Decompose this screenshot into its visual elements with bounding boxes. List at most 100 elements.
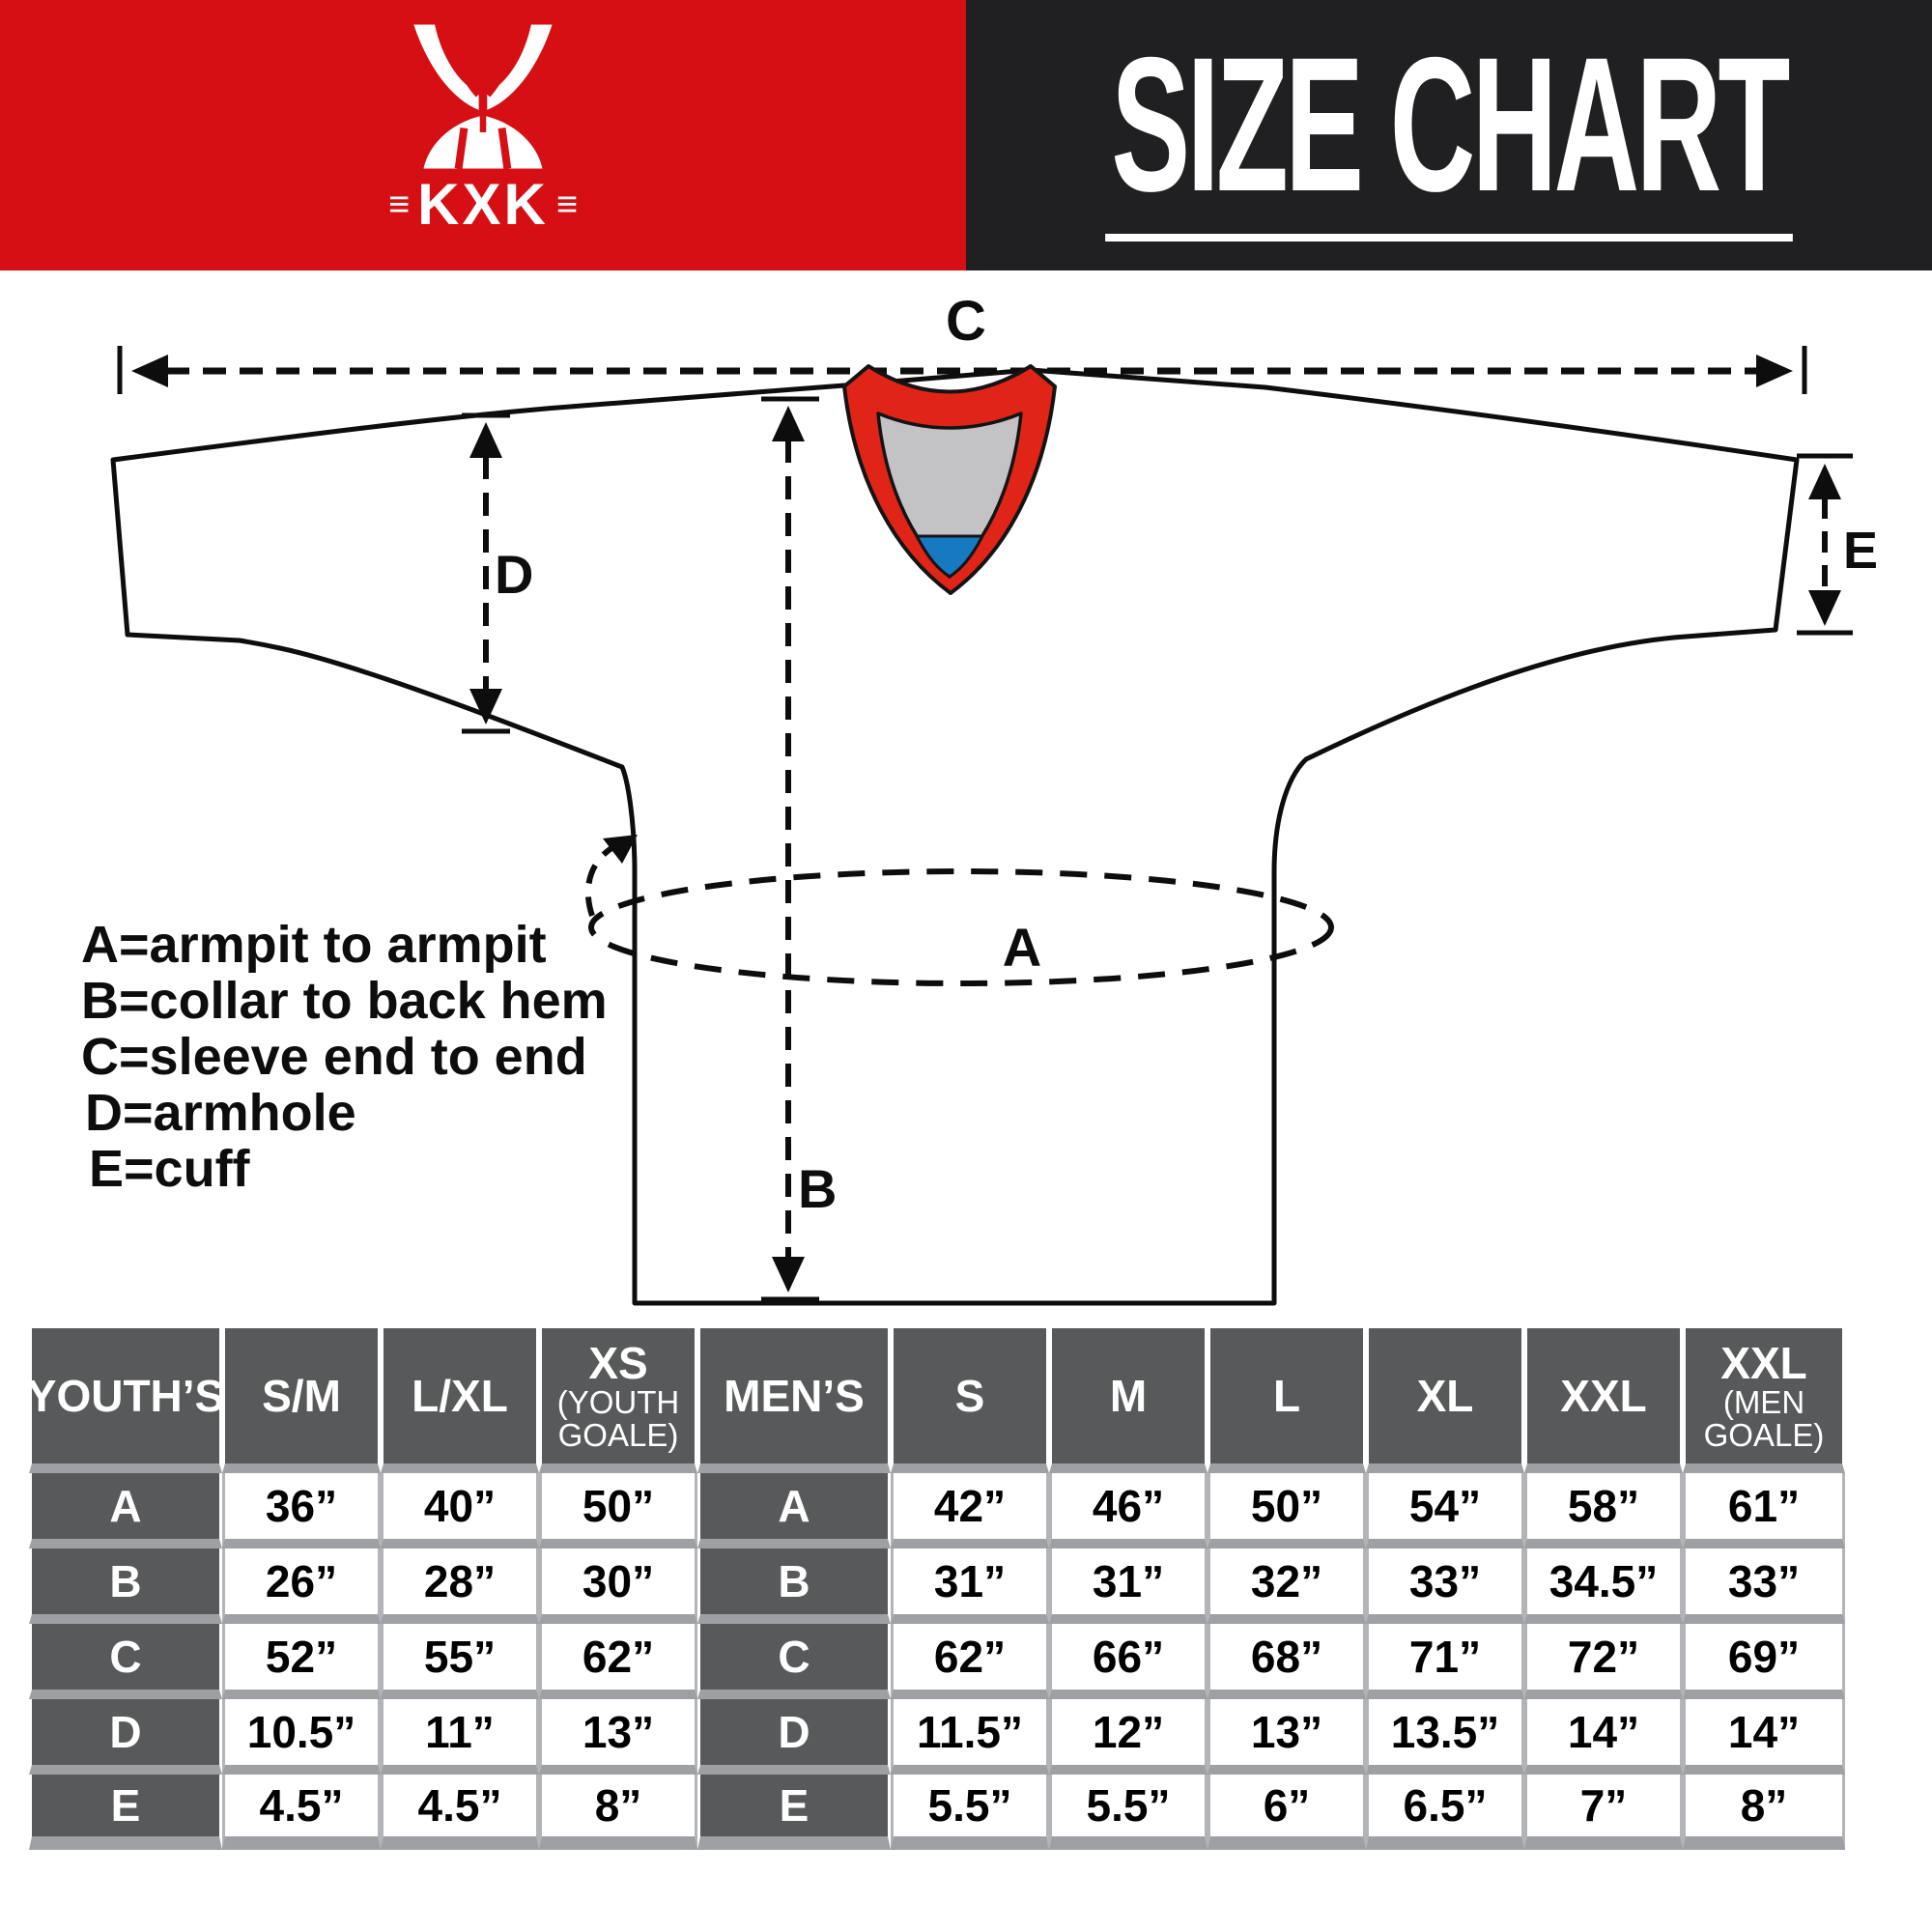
men-value: 32” <box>1208 1548 1366 1624</box>
measure-label-b: B <box>798 1158 837 1219</box>
youth-col-sm: S/M <box>222 1328 381 1473</box>
men-col-s: S <box>891 1328 1049 1473</box>
youth-col-xs-goale: XS (YOUTH GOALE) <box>539 1328 697 1473</box>
legend-line-a: A=armpit to armpit <box>81 916 547 974</box>
title-underline: SIZE CHART <box>1105 29 1793 242</box>
c-left-arrowhead-icon <box>131 355 168 387</box>
men-value: 12” <box>1049 1699 1208 1775</box>
men-value: 34.5” <box>1524 1548 1683 1624</box>
a-dashed-ellipse <box>588 868 1334 986</box>
youth-group-header: YOUTH’S <box>27 1328 224 1473</box>
men-value: 69” <box>1683 1624 1845 1699</box>
men-value: 68” <box>1208 1624 1366 1699</box>
page-title: SIZE CHART <box>1111 17 1790 231</box>
brand-wordmark: ≡ KXK ≡ <box>388 176 578 234</box>
men-value: 33” <box>1366 1548 1524 1624</box>
measure-label-e: E <box>1843 522 1878 580</box>
b-up-arrowhead-icon <box>772 406 805 441</box>
youth-row-label: E <box>29 1775 222 1850</box>
men-value: 72” <box>1524 1624 1683 1699</box>
youth-row-label: B <box>29 1548 222 1624</box>
men-group-header: MEN’S <box>697 1328 891 1473</box>
men-value: 6” <box>1208 1775 1366 1850</box>
men-value: 5.5” <box>1049 1775 1208 1850</box>
men-row-label: D <box>697 1699 891 1775</box>
header-title-panel: SIZE CHART <box>966 0 1932 270</box>
youth-row-label: D <box>29 1699 222 1775</box>
youth-value: 26” <box>222 1548 381 1624</box>
legend-line-d: D=armhole <box>85 1084 356 1142</box>
men-value: 31” <box>1049 1548 1208 1624</box>
men-value: 50” <box>1208 1473 1366 1548</box>
men-value: 7” <box>1524 1775 1683 1850</box>
collar-inner <box>876 412 1023 579</box>
d-down-arrowhead-icon <box>469 689 502 724</box>
legend-line-c: C=sleeve end to end <box>81 1028 587 1086</box>
men-value: 13.5” <box>1366 1699 1524 1775</box>
men-col-xl: XL <box>1366 1328 1524 1473</box>
measure-label-d: D <box>495 544 533 605</box>
men-value: 31” <box>891 1548 1049 1624</box>
men-col-l: L <box>1208 1328 1366 1473</box>
men-value: 54” <box>1366 1473 1524 1548</box>
youth-value: 36” <box>222 1473 381 1548</box>
youth-value: 8” <box>539 1775 697 1850</box>
collar-accent-triangle <box>915 534 984 579</box>
youth-col-lxl: L/XL <box>381 1328 539 1473</box>
youth-row-label: C <box>29 1624 222 1699</box>
legend-line-e: E=cuff <box>89 1140 251 1198</box>
youth-value: 52” <box>222 1624 381 1699</box>
youth-value: 13” <box>539 1699 697 1775</box>
jersey-measurement-diagram: C D B E A <box>81 290 1878 1306</box>
e-up-arrowhead-icon <box>1808 464 1841 499</box>
header-brand-panel: ≡ KXK ≡ <box>0 0 966 270</box>
men-row-label: E <box>697 1775 891 1850</box>
men-value: 5.5” <box>891 1775 1049 1850</box>
header: ≡ KXK ≡ SIZE CHART <box>0 0 1932 270</box>
men-value: 8” <box>1683 1775 1845 1850</box>
men-value: 71” <box>1366 1624 1524 1699</box>
men-value: 66” <box>1049 1624 1208 1699</box>
men-value: 33” <box>1683 1548 1845 1624</box>
measure-label-a: A <box>1003 917 1041 978</box>
youth-value: 30” <box>539 1548 697 1624</box>
men-row-label: A <box>697 1473 891 1548</box>
legend-line-b: B=collar to back hem <box>81 972 608 1030</box>
logo-left-bars-icon: ≡ <box>387 185 411 225</box>
youth-value: 28” <box>381 1548 539 1624</box>
men-value: 13” <box>1208 1699 1366 1775</box>
youth-value: 50” <box>539 1473 697 1548</box>
youth-value: 11” <box>381 1699 539 1775</box>
d-up-arrowhead-icon <box>469 422 502 458</box>
men-col-m: M <box>1049 1328 1208 1473</box>
men-value: 46” <box>1049 1473 1208 1548</box>
youth-value: 4.5” <box>222 1775 381 1850</box>
men-col-xxl-goale: XXL (MEN GOALE) <box>1683 1328 1845 1473</box>
men-value: 6.5” <box>1366 1775 1524 1850</box>
brand-logo: ≡ KXK ≡ <box>388 23 578 234</box>
youth-row-label: A <box>29 1473 222 1548</box>
a-arrowhead-icon <box>603 835 638 864</box>
men-value: 62” <box>891 1624 1049 1699</box>
e-down-arrowhead-icon <box>1808 590 1841 626</box>
youth-value: 40” <box>381 1473 539 1548</box>
measure-label-c: C <box>946 290 986 353</box>
jersey-outline <box>110 367 1800 1306</box>
men-value: 58” <box>1524 1473 1683 1548</box>
men-value: 61” <box>1683 1473 1845 1548</box>
youth-value: 4.5” <box>381 1775 539 1850</box>
youth-value: 55” <box>381 1624 539 1699</box>
b-down-arrowhead-icon <box>772 1257 805 1293</box>
men-value: 11.5” <box>891 1699 1049 1775</box>
men-value: 14” <box>1524 1699 1683 1775</box>
kxk-emblem-icon <box>413 24 553 170</box>
men-col-xxl: XXL <box>1524 1328 1683 1473</box>
men-value: 14” <box>1683 1699 1845 1775</box>
men-value: 42” <box>891 1473 1049 1548</box>
men-row-label: B <box>697 1548 891 1624</box>
youth-value: 10.5” <box>222 1699 381 1775</box>
logo-right-bars-icon: ≡ <box>555 185 579 225</box>
size-table: YOUTH’S S/M L/XL XS (YOUTH GOALE) MEN’S S… <box>27 1328 1903 1850</box>
c-right-arrowhead-icon <box>1756 355 1793 387</box>
men-row-label: C <box>697 1624 891 1699</box>
